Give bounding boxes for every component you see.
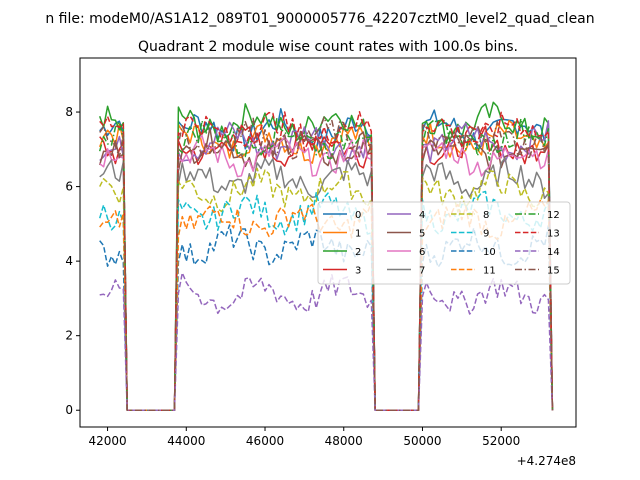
- x-offset-label: +4.274e8: [517, 454, 576, 468]
- x-tick-label: 52000: [482, 434, 520, 448]
- legend-label-9: 9: [483, 229, 489, 240]
- legend-label-11: 11: [483, 266, 496, 277]
- x-tick-label: 44000: [167, 434, 205, 448]
- legend-label-8: 8: [483, 210, 489, 221]
- y-tick-label: 2: [65, 329, 73, 343]
- plot-frame: [79, 57, 577, 428]
- y-tick-label: 0: [65, 403, 73, 417]
- figure-suptitle: n file: modeM0/AS1A12_089T01_9000005776_…: [45, 11, 594, 27]
- legend-label-12: 12: [547, 210, 560, 221]
- legend-label-4: 4: [419, 210, 425, 221]
- chart-title: Quadrant 2 module wise count rates with …: [138, 39, 518, 55]
- series-line-12: [98, 117, 554, 411]
- y-tick-label: 8: [65, 105, 73, 119]
- series-line-8: [99, 167, 554, 411]
- x-tick-label: 50000: [403, 434, 441, 448]
- legend-label-13: 13: [547, 229, 560, 240]
- legend-label-2: 2: [355, 247, 361, 258]
- legend-label-0: 0: [355, 210, 361, 221]
- legend-label-3: 3: [355, 266, 361, 277]
- series-line-15: [99, 116, 554, 411]
- legend-label-14: 14: [547, 247, 560, 258]
- legend-label-15: 15: [547, 266, 560, 277]
- series-line-14: [99, 272, 554, 411]
- legend-label-7: 7: [419, 266, 425, 277]
- legend-label-6: 6: [419, 247, 425, 258]
- x-tick-label: 42000: [88, 434, 126, 448]
- legend-box: [317, 201, 571, 285]
- legend-label-10: 10: [483, 247, 496, 258]
- legend-label-5: 5: [419, 229, 425, 240]
- y-axis: 0 2 4 6 8: [65, 105, 80, 417]
- x-tick-label: 48000: [325, 434, 363, 448]
- x-axis: 42000 44000 46000 48000 50000 52000: [88, 427, 520, 448]
- x-tick-label: 46000: [246, 434, 284, 448]
- y-tick-label: 4: [65, 254, 73, 268]
- legend-label-1: 1: [355, 229, 361, 240]
- y-tick-label: 6: [65, 180, 73, 194]
